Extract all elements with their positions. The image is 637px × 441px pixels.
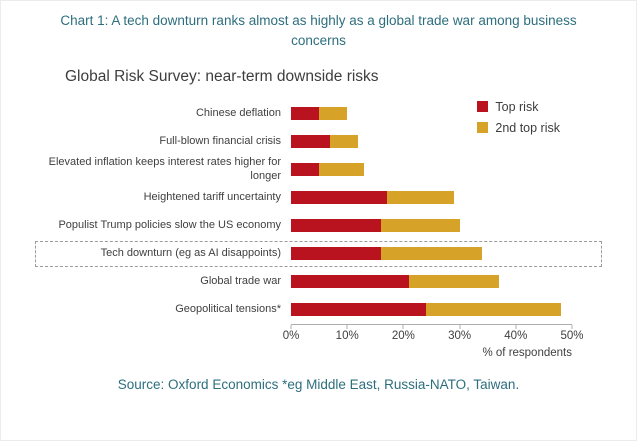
bar-segment — [386, 191, 454, 204]
bar-track — [291, 219, 572, 232]
chart-row: Elevated inflation keeps interest rates … — [39, 156, 600, 184]
bar-segment — [291, 163, 320, 176]
legend-item: 2nd top risk — [477, 121, 560, 135]
chart-row: Chinese deflation — [39, 100, 600, 128]
category-label: Full-blown financial crisis — [159, 134, 281, 147]
bar-track — [291, 275, 572, 288]
category-label: Heightened tariff uncertainty — [143, 190, 281, 203]
bar-track — [291, 163, 572, 176]
bar-segment — [291, 275, 410, 288]
category-label: Tech downturn (eg as AI disappoints) — [100, 246, 281, 259]
bar-segment — [425, 303, 561, 316]
x-axis-label: % of respondents — [482, 346, 572, 359]
chart-row: Global trade war — [39, 268, 600, 296]
x-axis-tick-label: 0% — [282, 329, 300, 342]
bar-segment — [291, 191, 387, 204]
x-axis-tick — [459, 324, 461, 329]
chart-rows: Chinese deflation Full-blown financial cr… — [35, 100, 602, 324]
bar-segment — [330, 135, 359, 148]
x-axis-tick-label: 20% — [391, 329, 415, 342]
x-axis-tick — [346, 324, 348, 329]
bar-segment — [291, 303, 426, 316]
x-axis-tick-label: 50% — [560, 329, 584, 342]
legend-swatch — [477, 122, 489, 133]
category-label: Populist Trump policies slow the US econ… — [58, 218, 281, 231]
bar-segment — [291, 247, 381, 260]
x-axis-row: 0% 10% 20% 30% 40% 50% % of respondents — [39, 323, 600, 359]
x-axis — [290, 323, 573, 330]
bar-segment — [291, 107, 320, 120]
chart-row: Tech downturn (eg as AI disappoints) — [35, 240, 602, 268]
x-axis-spacer — [39, 324, 291, 359]
x-axis-tick — [402, 324, 404, 329]
category-label: Elevated inflation keeps interest rates … — [48, 156, 281, 182]
category-label: Geopolitical tensions* — [175, 302, 281, 315]
chart-title: Global Risk Survey: near-term downside r… — [65, 67, 379, 85]
chart-row: Full-blown financial crisis — [39, 128, 600, 156]
chart-row: Populist Trump policies slow the US econ… — [39, 212, 600, 240]
legend-swatch — [477, 101, 489, 112]
legend-label: Top risk — [495, 99, 539, 114]
bar-track — [291, 191, 572, 204]
x-axis-tick-labels: 0% 10% 20% 30% 40% 50% — [283, 329, 584, 345]
bar-segment — [409, 275, 499, 288]
bar-track — [291, 135, 572, 148]
legend-label: 2nd top risk — [495, 120, 560, 135]
category-label: Global trade war — [200, 274, 281, 287]
x-axis-tick — [290, 324, 292, 329]
legend-item: Top risk — [477, 100, 560, 114]
x-axis-tick-label: 30% — [448, 329, 472, 342]
chart-row: Geopolitical tensions* — [39, 296, 600, 324]
bar-segment — [291, 135, 331, 148]
x-axis-area: 0% 10% 20% 30% 40% 50% % of respondents — [283, 323, 584, 359]
bar-segment — [380, 247, 483, 260]
bar-track — [291, 107, 572, 120]
bar-segment — [319, 107, 348, 120]
bar-track — [291, 247, 572, 260]
x-axis-tick-label: 10% — [335, 329, 359, 342]
chart: Global Risk Survey: near-term downside r… — [35, 67, 602, 359]
bar-segment — [319, 163, 365, 176]
chart-legend: Top risk 2nd top risk — [477, 100, 560, 142]
source-note: Source: Oxford Economics *eg Middle East… — [117, 376, 520, 392]
chart-row: Heightened tariff uncertainty — [39, 184, 600, 212]
bar-segment — [291, 219, 381, 232]
x-axis-tick-label: 40% — [504, 329, 528, 342]
category-label: Chinese deflation — [195, 106, 281, 119]
bar-segment — [380, 219, 460, 232]
chart-caption: Chart 1: A tech downturn ranks almost as… — [60, 13, 577, 49]
x-axis-tick — [515, 324, 517, 329]
x-axis-tick — [571, 324, 573, 329]
bar-track — [291, 303, 572, 316]
